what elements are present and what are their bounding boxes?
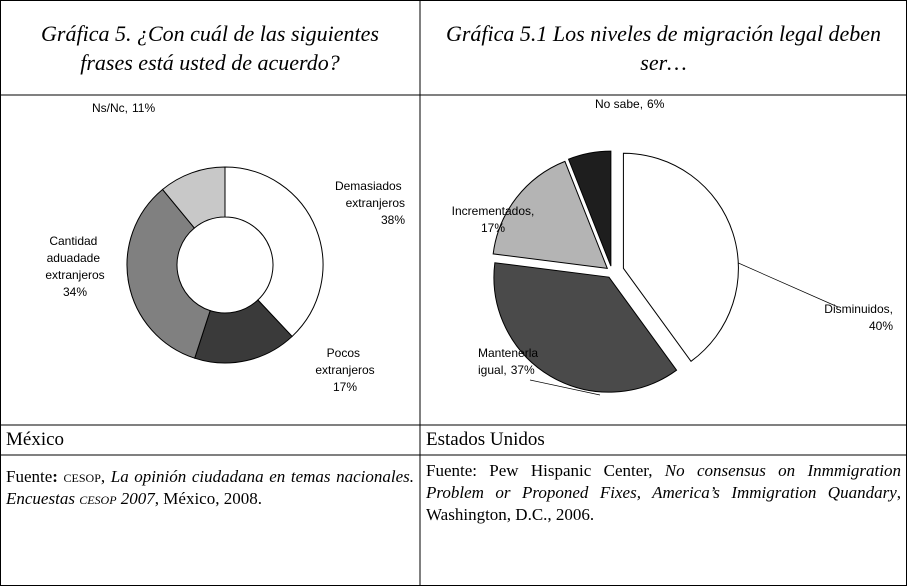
slice-label-line: extranjeros (315, 363, 374, 377)
slice-label-line: No sabe, (595, 97, 643, 111)
source: Fuente: cesop, La opinión ciudadana en t… (0, 462, 420, 586)
source-part: cesop (79, 489, 117, 508)
source-part: Fuente: Pew Hispanic Center, (426, 461, 665, 480)
country: México (6, 429, 65, 450)
chart-title: Gráfica 5.1 Los niveles de migración leg… (445, 20, 882, 75)
source: Fuente: Pew Hispanic Center, No consensu… (420, 456, 907, 586)
slice-label-line: extranjeros (346, 196, 405, 210)
source-part: , Washington, D.C., 2006. (426, 483, 901, 524)
pie-slice (492, 160, 609, 269)
slice-label-line: Cantidad (49, 234, 100, 248)
chart-title: Gráfica 5. ¿Con cuál de las siguientes f… (41, 20, 379, 75)
source-part: : (52, 467, 64, 486)
value-label: 40% (869, 319, 893, 333)
slice-label-line: extranjeros (45, 268, 104, 282)
value-label: 11% (132, 101, 155, 115)
pie-slice (493, 262, 678, 393)
slice-label: Incrementados, (452, 204, 535, 218)
pie-slice (567, 150, 612, 267)
slice-label: No sabe, (595, 97, 643, 111)
value-label: 37% (511, 363, 535, 377)
slice-label-line: aduadade (47, 251, 104, 265)
pie-slice (224, 166, 324, 338)
slice-label: Pocos extranjeros (315, 346, 374, 377)
source-part: , México, 2008. (154, 489, 262, 508)
value-label: 34% (63, 285, 87, 299)
slice-label: Ns/Nc, (92, 101, 128, 115)
pie-slice (161, 166, 226, 229)
source-part: 2007 (116, 489, 155, 508)
pie-slice (126, 188, 211, 359)
slice-label: Disminuidos, (824, 302, 893, 316)
slice-label: Cantidad aduadade extranjeros (45, 234, 104, 282)
slice-label-line: igual, (478, 363, 507, 377)
slice-label-line: Pocos (327, 346, 364, 360)
pie-slice (622, 152, 739, 363)
slice-label: Demasiados extranjeros (335, 179, 405, 210)
value-label: 6% (647, 97, 665, 111)
slice-label-line: Incrementados, (452, 204, 535, 218)
source-part: No consensus on Inmmigration Problem or … (426, 461, 901, 502)
slice-label-line: Ns/Nc, (92, 101, 128, 115)
country: Estados Unidos (426, 429, 545, 450)
value-label: 17% (481, 221, 505, 235)
source-part: cesop (63, 467, 101, 486)
slice-label: Mantenerla igual, (478, 346, 541, 377)
slice-label-line: Demasiados (335, 179, 405, 193)
value-label: 17% (333, 380, 357, 394)
source-part: , (100, 467, 111, 486)
slice-label-line: Disminuidos, (824, 302, 893, 316)
leader-lines (529, 257, 839, 396)
slice-label-line: Mantenerla (478, 346, 541, 360)
value-label: 38% (381, 213, 405, 227)
source-part: La opinión ciudadana en temas nacionales… (6, 467, 414, 508)
source-part: Fuente (6, 467, 53, 486)
